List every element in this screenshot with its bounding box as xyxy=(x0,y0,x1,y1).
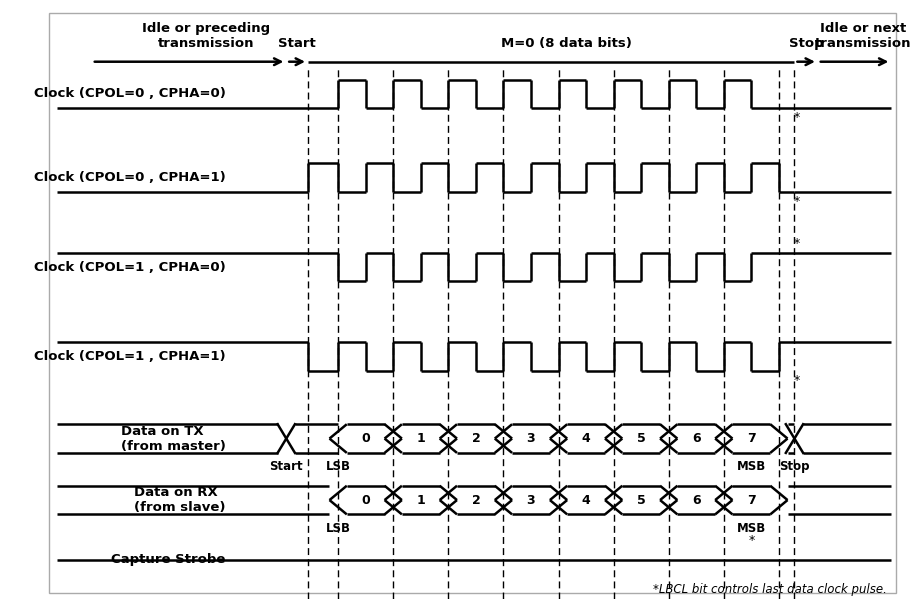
Text: *LBCL bit controls last data clock pulse.: *LBCL bit controls last data clock pulse… xyxy=(652,583,886,596)
Text: 7: 7 xyxy=(746,494,754,506)
Text: Start: Start xyxy=(278,37,315,50)
Text: Data on RX
(from slave): Data on RX (from slave) xyxy=(134,486,225,514)
Text: MSB: MSB xyxy=(736,460,766,473)
Text: Idle or next
transmission: Idle or next transmission xyxy=(814,22,911,50)
Text: Clock (CPOL=0 , CPHA=1): Clock (CPOL=0 , CPHA=1) xyxy=(34,171,225,184)
Text: *: * xyxy=(747,533,754,547)
Text: 3: 3 xyxy=(526,494,535,506)
Text: LSB: LSB xyxy=(325,521,350,535)
Text: Clock (CPOL=1 , CPHA=1): Clock (CPOL=1 , CPHA=1) xyxy=(34,350,225,363)
Text: Stop: Stop xyxy=(788,37,823,50)
Text: 7: 7 xyxy=(746,432,754,445)
Text: *: * xyxy=(793,195,800,208)
Text: Clock (CPOL=1 , CPHA=0): Clock (CPOL=1 , CPHA=0) xyxy=(34,260,225,274)
Text: Idle or preceding
transmission: Idle or preceding transmission xyxy=(142,22,270,50)
Text: 5: 5 xyxy=(636,494,645,506)
Text: *: * xyxy=(793,374,800,387)
Text: LSB: LSB xyxy=(325,460,350,473)
Text: 1: 1 xyxy=(416,432,425,445)
Text: MSB: MSB xyxy=(736,521,766,535)
Text: M=0 (8 data bits): M=0 (8 data bits) xyxy=(500,37,631,50)
Text: Stop: Stop xyxy=(778,460,809,473)
Text: 6: 6 xyxy=(691,494,699,506)
Text: 4: 4 xyxy=(581,432,590,445)
Text: 6: 6 xyxy=(691,432,699,445)
Text: *: * xyxy=(793,237,800,250)
Text: Capture Strobe: Capture Strobe xyxy=(111,553,225,566)
Text: *: * xyxy=(793,111,800,124)
Text: 0: 0 xyxy=(361,432,369,445)
Text: 0: 0 xyxy=(361,494,369,506)
Text: Clock (CPOL=0 , CPHA=0): Clock (CPOL=0 , CPHA=0) xyxy=(34,88,225,100)
Text: Start: Start xyxy=(269,460,302,473)
Text: 5: 5 xyxy=(636,432,645,445)
Text: Data on TX
(from master): Data on TX (from master) xyxy=(120,425,225,452)
Text: 2: 2 xyxy=(471,494,480,506)
Text: 4: 4 xyxy=(581,494,590,506)
Text: 1: 1 xyxy=(416,494,425,506)
Text: 2: 2 xyxy=(471,432,480,445)
Text: 3: 3 xyxy=(526,432,535,445)
